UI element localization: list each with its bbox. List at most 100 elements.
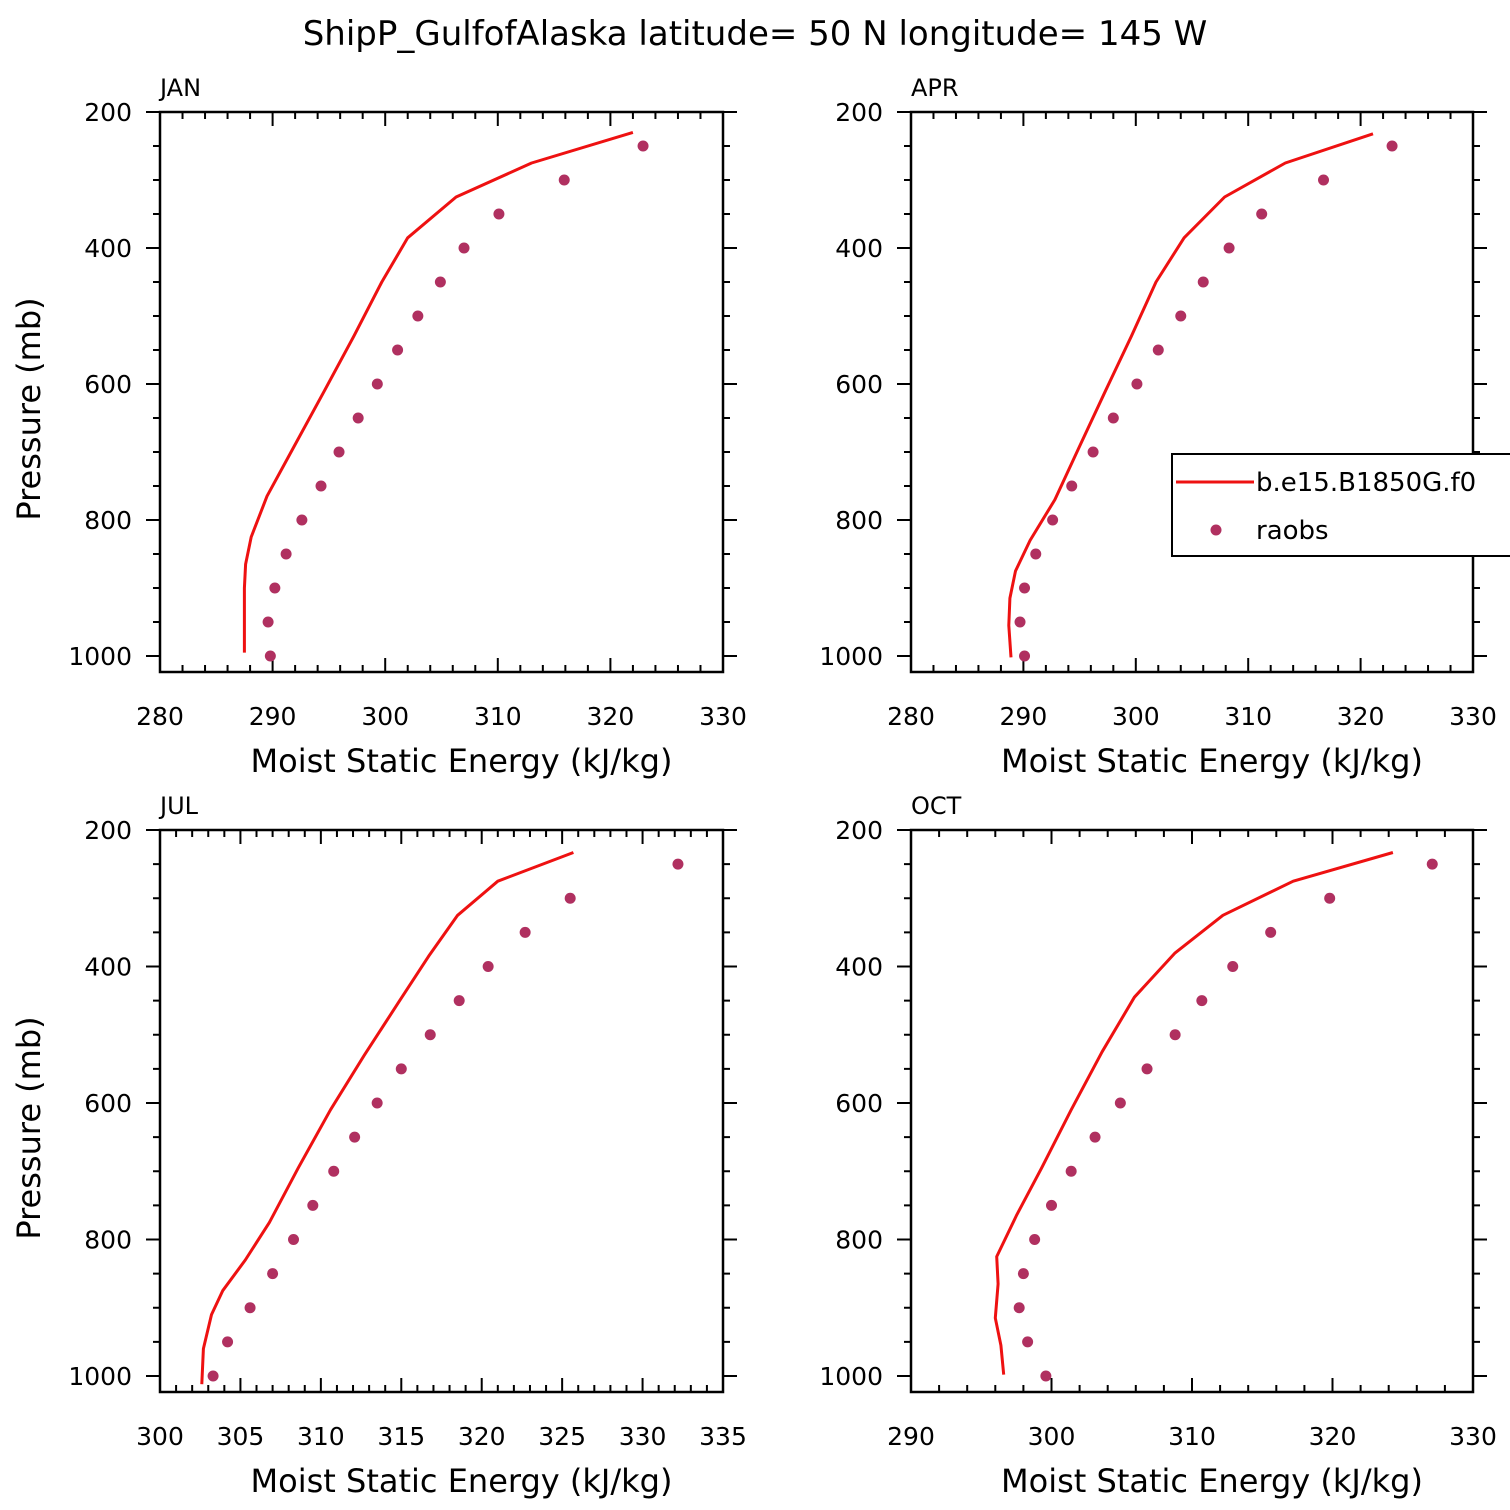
raobs-point bbox=[222, 1336, 234, 1348]
x-tick-label: 335 bbox=[699, 1422, 747, 1451]
model-series-line bbox=[200, 851, 574, 1385]
legend-label: b.e15.B1850G.f0 bbox=[1256, 468, 1476, 498]
raobs-point bbox=[412, 310, 424, 322]
raobs-point bbox=[434, 276, 446, 288]
raobs-point bbox=[1019, 582, 1031, 594]
raobs-point bbox=[1324, 892, 1336, 904]
raobs-point bbox=[672, 858, 684, 870]
x-tick-label: 320 bbox=[458, 1422, 506, 1451]
x-tick-label: 290 bbox=[887, 1422, 935, 1451]
x-axis-title: Moist Static Energy (kJ/kg) bbox=[251, 1462, 673, 1500]
x-tick-label: 330 bbox=[1449, 702, 1497, 731]
y-tick-label: 1000 bbox=[68, 642, 132, 671]
raobs-point bbox=[296, 514, 308, 526]
raobs-point bbox=[1013, 1302, 1025, 1314]
y-tick-label: 400 bbox=[84, 953, 132, 982]
panel-oct: OCT 290 300 310 320 330 200 400 600 800 1000 Moist … bbox=[819, 792, 1496, 1500]
y-tick-label: 600 bbox=[84, 370, 132, 399]
x-tick-label: 320 bbox=[1309, 1422, 1357, 1451]
raobs-point bbox=[333, 446, 345, 458]
raobs-point bbox=[1087, 446, 1099, 458]
x-tick-label: 290 bbox=[1000, 702, 1048, 731]
plot-frame bbox=[158, 110, 725, 674]
raobs-point bbox=[564, 892, 576, 904]
raobs-point bbox=[482, 961, 494, 972]
x-tick-label: 310 bbox=[297, 1422, 345, 1451]
raobs-point bbox=[519, 926, 531, 938]
raobs-point bbox=[207, 1370, 219, 1382]
x-tick-label: 300 bbox=[1112, 702, 1160, 731]
raobs-point bbox=[349, 1131, 361, 1143]
model-series-line bbox=[242, 130, 634, 653]
raobs-point bbox=[280, 548, 292, 560]
y-tick-label: 800 bbox=[84, 506, 132, 535]
raobs-point bbox=[352, 412, 364, 424]
raobs-point bbox=[1196, 995, 1208, 1007]
raobs-point bbox=[1046, 1199, 1057, 1211]
raobs-point bbox=[1131, 378, 1143, 390]
y-axis-title: Pressure (mb) bbox=[10, 1016, 48, 1239]
figure-title: ShipP_GulfofAlaska latitude= 50 N longit… bbox=[303, 14, 1208, 54]
panel-label: JUL bbox=[158, 792, 199, 820]
panel-apr: APR 280 290 300 310 320 330 200 400 600 800 1000 Moi… bbox=[819, 74, 1496, 780]
raobs-point bbox=[1256, 208, 1268, 220]
y-tick-label: 200 bbox=[84, 816, 132, 845]
y-tick-label: 800 bbox=[84, 1226, 132, 1255]
x-tick-label: 305 bbox=[217, 1422, 265, 1451]
raobs-point bbox=[1265, 926, 1277, 938]
y-tick-label: 600 bbox=[84, 1089, 132, 1118]
raobs-point bbox=[371, 1097, 383, 1109]
raobs-point bbox=[1175, 310, 1187, 322]
y-tick-label: 400 bbox=[835, 234, 883, 263]
raobs-point bbox=[1089, 1131, 1101, 1143]
y-tick-label: 1000 bbox=[819, 1362, 883, 1391]
panel-label: APR bbox=[911, 74, 959, 102]
x-tick-label: 310 bbox=[1224, 702, 1272, 731]
x-tick-label: 330 bbox=[619, 1422, 667, 1451]
x-tick-label: 300 bbox=[361, 702, 409, 731]
x-axis-title: Moist Static Energy (kJ/kg) bbox=[1001, 1462, 1423, 1500]
y-tick-label: 400 bbox=[835, 953, 883, 982]
raobs-point bbox=[267, 1268, 279, 1280]
raobs-point bbox=[1227, 961, 1239, 972]
model-series-line bbox=[1007, 132, 1374, 658]
x-axis-title: Moist Static Energy (kJ/kg) bbox=[1001, 742, 1423, 780]
y-tick-label: 200 bbox=[84, 98, 132, 127]
raobs-point bbox=[458, 242, 470, 254]
x-tick-label: 290 bbox=[249, 702, 297, 731]
tick-marks bbox=[146, 829, 737, 1392]
y-tick-label: 600 bbox=[835, 370, 883, 399]
plot-frame bbox=[158, 828, 725, 1394]
raobs-point bbox=[1141, 1063, 1153, 1075]
y-tick-label: 1000 bbox=[68, 1362, 132, 1391]
x-tick-label: 300 bbox=[1028, 1422, 1076, 1451]
legend-label: raobs bbox=[1256, 516, 1329, 546]
raobs-point bbox=[264, 650, 276, 662]
raobs-point bbox=[1386, 140, 1398, 152]
raobs-point bbox=[1029, 1234, 1041, 1245]
raobs-point bbox=[315, 480, 327, 492]
x-tick-label: 320 bbox=[1337, 702, 1385, 731]
legend-dot-swatch bbox=[1210, 524, 1222, 536]
raobs-point bbox=[1047, 514, 1059, 526]
panel-label: OCT bbox=[911, 792, 962, 820]
raobs-point bbox=[1114, 1097, 1126, 1109]
legend-box bbox=[1171, 453, 1510, 557]
raobs-point bbox=[424, 1029, 436, 1041]
panels: JAN 280 290 300 310 320 330 200 400 600 800 1000 Moi… bbox=[10, 74, 1497, 1500]
raobs-point bbox=[1022, 1336, 1034, 1348]
raobs-point bbox=[637, 140, 649, 152]
x-tick-label: 280 bbox=[887, 702, 935, 731]
y-tick-label: 800 bbox=[835, 506, 883, 535]
y-tick-label: 200 bbox=[835, 98, 883, 127]
x-tick-label: 310 bbox=[1168, 1422, 1216, 1451]
x-tick-label: 325 bbox=[538, 1422, 586, 1451]
tick-marks bbox=[897, 829, 1487, 1392]
raobs-point bbox=[1017, 1268, 1029, 1280]
plot-frame bbox=[909, 110, 1475, 674]
x-tick-label: 300 bbox=[136, 1422, 184, 1451]
x-tick-label: 315 bbox=[377, 1422, 425, 1451]
x-tick-label: 330 bbox=[1449, 1422, 1497, 1451]
tick-marks bbox=[897, 111, 1487, 672]
